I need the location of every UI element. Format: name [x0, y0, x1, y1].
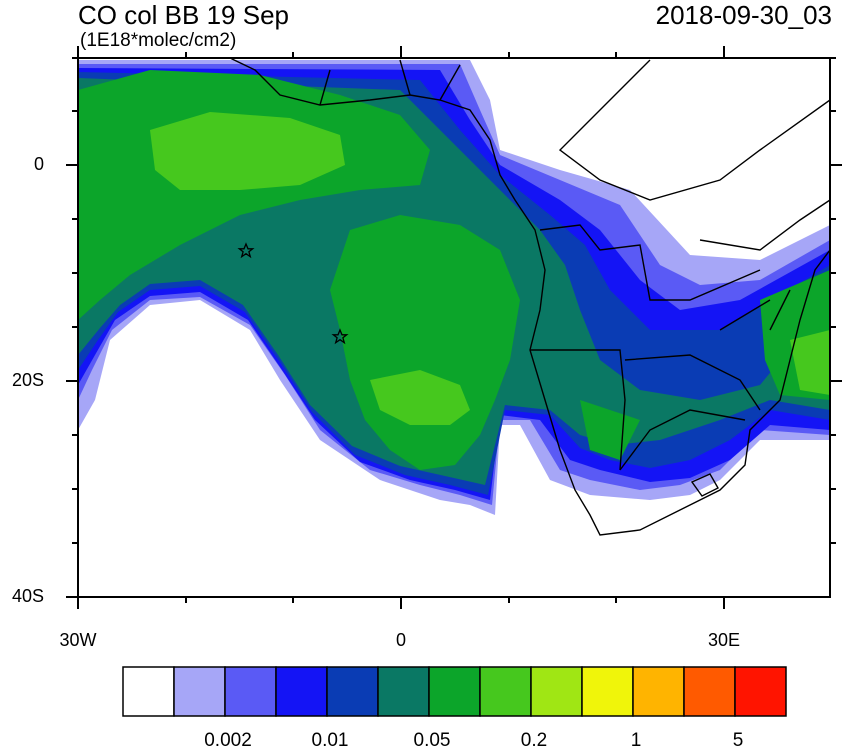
- map-units: (1E18*molec/cm2): [80, 30, 237, 51]
- colorbar-swatch-7: [479, 666, 532, 717]
- country-borders: [229, 58, 830, 536]
- colorbar-label-1: 1: [630, 730, 642, 751]
- colorbar-label-0.002: 0.002: [204, 730, 252, 751]
- colorbar-label-0.2: 0.2: [520, 730, 548, 751]
- lat-label-40s: 40S: [11, 586, 44, 606]
- tick-marks: [66, 46, 842, 609]
- colorbar-swatch-4: [326, 666, 379, 717]
- colorbar-swatch-1: [173, 666, 226, 717]
- star-marker-1: [237, 242, 255, 259]
- colorbar-label-0.01: 0.01: [311, 730, 349, 751]
- co-level-lightgreen-2: [370, 370, 470, 425]
- border-6: [699, 199, 830, 251]
- colorbar-swatch-2: [224, 666, 277, 717]
- lon-label-30e: 30E: [707, 630, 741, 650]
- lat-label-0: 0: [33, 154, 44, 174]
- map-title: CO col BB 19 Sep: [78, 0, 289, 30]
- border-4: [619, 409, 746, 471]
- border-1: [539, 224, 761, 301]
- colorbar-swatch-3: [275, 666, 328, 717]
- africa-coastline: [229, 58, 830, 536]
- co-level-green-2: [330, 215, 520, 470]
- lon-label-30w: 30W: [59, 630, 97, 650]
- border-5: [558, 59, 830, 201]
- colorbar-swatch-6: [428, 666, 481, 717]
- colorbar-swatch-11: [683, 666, 736, 717]
- co-field: [78, 60, 830, 515]
- lat-label-20s: 20S: [11, 370, 44, 390]
- colorbar-swatch-5: [377, 666, 430, 717]
- border-8: [719, 289, 791, 331]
- colorbar-swatch-9: [581, 666, 634, 717]
- colorbar-swatch-12: [734, 666, 787, 717]
- co-level-lightgreen: [150, 112, 345, 190]
- border-2: [530, 349, 626, 471]
- colorbar-label-5: 5: [732, 730, 744, 751]
- co-level-green-4: [580, 400, 640, 460]
- map-datetime: 2018-09-30_03: [655, 0, 832, 30]
- co-level-lightgreen-3: [790, 330, 830, 395]
- star-marker-2: [331, 328, 349, 345]
- lesotho-outline: [690, 473, 719, 497]
- colorbar-swatch-10: [632, 666, 685, 717]
- colorbar: [122, 666, 787, 717]
- border-3: [624, 354, 761, 411]
- colorbar-swatch-0: [122, 666, 175, 717]
- colorbar-swatch-8: [530, 666, 583, 717]
- lon-label-0: 0: [395, 630, 406, 650]
- colorbar-label-0.05: 0.05: [413, 730, 451, 751]
- border-7: [319, 59, 461, 106]
